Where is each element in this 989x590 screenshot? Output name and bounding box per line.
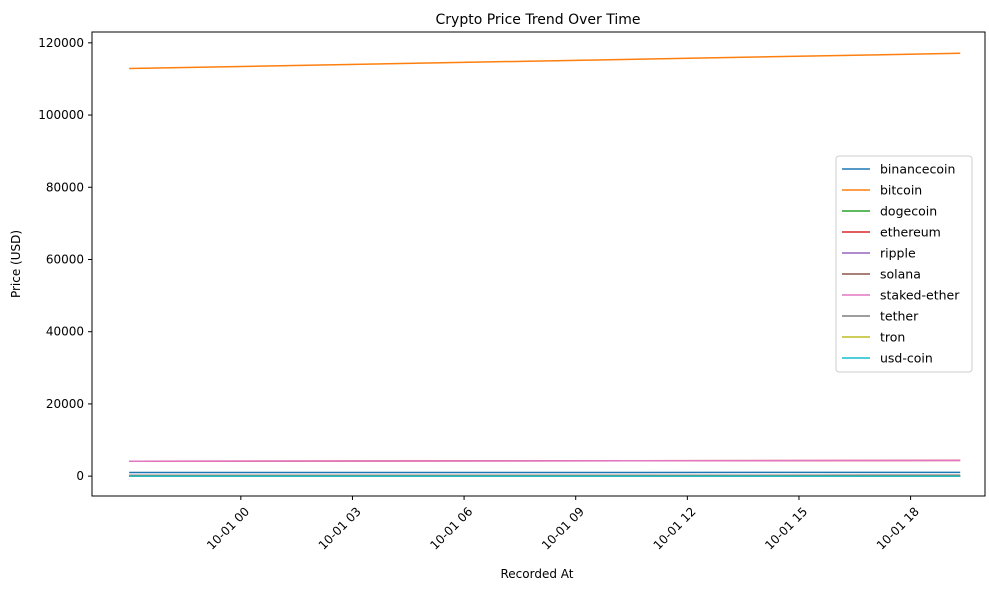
legend-label-ethereum: ethereum (880, 225, 941, 240)
y-tick-label: 0 (76, 469, 84, 483)
y-tick-label: 20000 (46, 397, 84, 411)
y-axis-ticks: 0 20000 40000 60000 80000 100000 120000 (38, 36, 92, 483)
series-line-bitcoin (129, 52, 961, 70)
legend-label-tether: tether (880, 309, 919, 324)
y-axis-label: Price (USD) (9, 230, 23, 298)
legend-label-solana: solana (880, 267, 921, 282)
y-tick-label: 100000 (38, 108, 84, 122)
y-tick-label: 80000 (46, 180, 84, 194)
legend-label-ripple: ripple (880, 246, 916, 261)
series-line-staked-ether (129, 459, 961, 462)
y-tick-label: 60000 (46, 252, 84, 266)
legend: binancecoin bitcoin dogecoin ethereum ripple… (835, 155, 973, 373)
plot-frame (91, 31, 986, 497)
y-tick-label: 40000 (46, 325, 84, 339)
x-axis-label: Recorded At (501, 567, 574, 581)
legend-box (835, 155, 973, 373)
legend-label-binancecoin: binancecoin (880, 162, 955, 177)
legend-label-dogecoin: dogecoin (880, 204, 937, 219)
legend-label-staked-ether: staked-ether (880, 288, 960, 303)
chart-title: Crypto Price Trend Over Time (436, 12, 641, 28)
series-layer (129, 52, 961, 477)
y-tick-label: 120000 (38, 36, 84, 50)
legend-label-usd-coin: usd-coin (880, 351, 933, 366)
legend-label-bitcoin: bitcoin (880, 183, 922, 198)
legend-label-tron: tron (880, 330, 905, 345)
